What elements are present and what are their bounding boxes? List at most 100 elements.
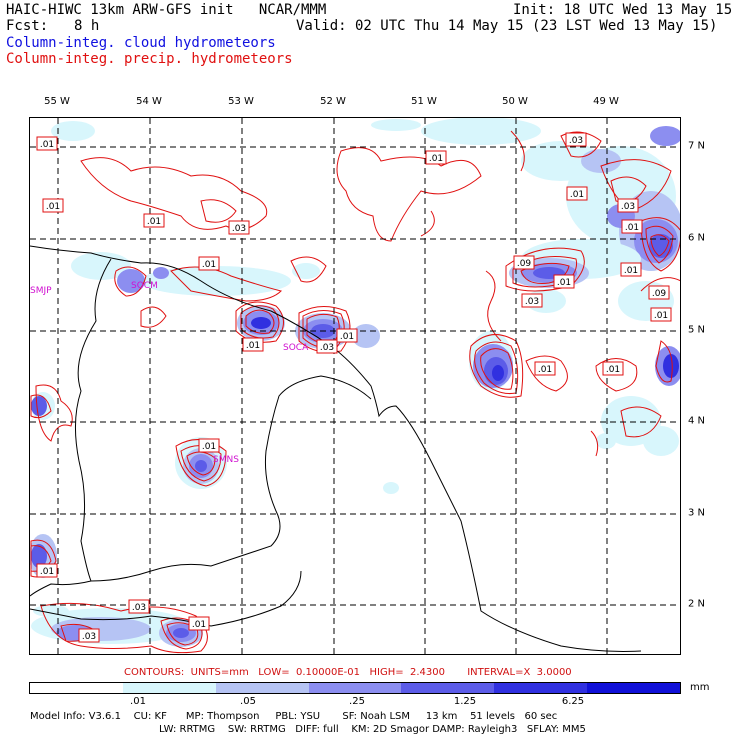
colorbar-label: 1.25 bbox=[453, 696, 477, 707]
svg-text:.03: .03 bbox=[621, 202, 635, 212]
svg-text:.03: .03 bbox=[132, 603, 146, 613]
svg-text:.01: .01 bbox=[570, 190, 584, 200]
station-label: SOCA bbox=[283, 343, 309, 353]
contour-label: .01 bbox=[42, 198, 64, 213]
colorbar-label: .05 bbox=[240, 696, 256, 707]
lat-tick-4n: 4 N bbox=[688, 415, 706, 427]
contour-label: .01 bbox=[534, 361, 556, 376]
contour-label: .03 bbox=[228, 220, 250, 235]
map-title: HAIC-HIWC 13km ARW-GFS init NCAR/MMM bbox=[6, 2, 327, 18]
contour-label: .03 bbox=[316, 339, 338, 354]
contour-label: .09 bbox=[648, 285, 670, 300]
svg-text:.01: .01 bbox=[40, 567, 54, 577]
fcst-label: Fcst: bbox=[6, 18, 49, 34]
svg-text:.01: .01 bbox=[340, 332, 354, 342]
contour-label: .01 bbox=[650, 307, 672, 322]
contour-label: .01 bbox=[36, 136, 58, 151]
field2-label: Column-integ. precip. hydrometeors bbox=[6, 51, 293, 67]
contour-label: .01 bbox=[188, 616, 210, 631]
contour-label: .09 bbox=[513, 255, 535, 270]
contour-label: .03 bbox=[78, 628, 100, 643]
lon-tick-52w: 52 W bbox=[320, 96, 346, 107]
lon-tick-50w: 50 W bbox=[502, 96, 528, 107]
lat-tick-5n: 5 N bbox=[688, 324, 706, 336]
svg-text:.01: .01 bbox=[192, 620, 206, 630]
colorbar bbox=[29, 682, 681, 694]
colorbar-unit: mm bbox=[690, 682, 710, 693]
cloud-shading bbox=[30, 118, 680, 647]
contour-label: .01 bbox=[566, 186, 588, 201]
map-canvas: .01 .01 .01 .03 .01 .01 .03 .01 .03 .01 .01 .09 .01.… bbox=[30, 118, 680, 654]
fcst-value: 8 h bbox=[74, 18, 100, 34]
contour-label: .03 bbox=[617, 198, 639, 213]
colorbar-swatch bbox=[30, 683, 123, 693]
contour-label: .03 bbox=[128, 599, 150, 614]
map-panel: .01 .01 .01 .03 .01 .01 .03 .01 .03 .01 .01 .09 .01.… bbox=[29, 117, 681, 655]
coastline bbox=[30, 245, 642, 652]
valid-time: Valid: 02 UTC Thu 14 May 15 (23 LST Wed … bbox=[296, 18, 718, 34]
contour-label: .03 bbox=[565, 132, 587, 147]
station-label: SMNS bbox=[213, 455, 239, 465]
contour-label: .01 bbox=[198, 438, 220, 453]
contour-label: .01 bbox=[36, 563, 58, 578]
svg-text:.01: .01 bbox=[202, 442, 216, 452]
svg-text:.03: .03 bbox=[232, 224, 246, 234]
svg-text:.01: .01 bbox=[147, 217, 161, 227]
stations: SMJP SOCM SOCA SMNS bbox=[30, 281, 309, 465]
lon-tick-49w: 49 W bbox=[593, 96, 619, 107]
svg-text:.01: .01 bbox=[538, 365, 552, 375]
svg-text:.01: .01 bbox=[624, 266, 638, 276]
model-info-line2: LW: RRTMG SW: RRTMG DIFF: full KM: 2D Sm… bbox=[159, 724, 586, 735]
svg-text:.09: .09 bbox=[517, 259, 532, 269]
contour-label: .01 bbox=[553, 274, 575, 289]
field1-label: Column-integ. cloud hydrometeors bbox=[6, 35, 276, 51]
svg-text:.01: .01 bbox=[202, 260, 216, 270]
lon-tick-53w: 53 W bbox=[228, 96, 254, 107]
svg-text:.01: .01 bbox=[40, 140, 54, 150]
colorbar-swatch bbox=[308, 683, 402, 693]
colorbar-label: .25 bbox=[349, 696, 365, 707]
contour-label: .01 bbox=[425, 150, 447, 165]
colorbar-swatch bbox=[215, 683, 309, 693]
contour-label: .01 bbox=[198, 256, 220, 271]
svg-text:.01: .01 bbox=[246, 341, 260, 351]
contour-label: .01 bbox=[336, 328, 358, 343]
svg-text:.01: .01 bbox=[46, 202, 60, 212]
contour-label: .01 bbox=[621, 219, 643, 234]
svg-text:.01: .01 bbox=[625, 223, 639, 233]
colorbar-label: .01 bbox=[130, 696, 146, 707]
colorbar-swatch bbox=[401, 683, 495, 693]
station-label: SOCM bbox=[131, 281, 158, 291]
init-time: Init: 18 UTC Wed 13 May 15 bbox=[513, 2, 733, 18]
svg-text:.09: .09 bbox=[652, 289, 667, 299]
contour-label: .01 bbox=[602, 361, 624, 376]
lat-tick-2n: 2 N bbox=[688, 598, 706, 610]
lon-tick-51w: 51 W bbox=[411, 96, 437, 107]
contour-label: .03 bbox=[521, 293, 543, 308]
contour-label: .01 bbox=[242, 337, 264, 352]
svg-text:.03: .03 bbox=[82, 632, 96, 642]
svg-text:.03: .03 bbox=[320, 343, 334, 353]
svg-text:.01: .01 bbox=[429, 154, 443, 164]
contour-label: .01 bbox=[620, 262, 642, 277]
lat-tick-7n: 7 N bbox=[688, 140, 706, 152]
colorbar-swatch bbox=[122, 683, 216, 693]
contour-label: .01 bbox=[143, 213, 165, 228]
model-info-line1: Model Info: V3.6.1 CU: KF MP: Thompson P… bbox=[30, 711, 558, 722]
lon-tick-54w: 54 W bbox=[136, 96, 162, 107]
graticule bbox=[30, 118, 680, 654]
colorbar-swatch bbox=[494, 683, 588, 693]
svg-text:.03: .03 bbox=[525, 297, 539, 307]
colorbar-label: 6.25 bbox=[561, 696, 585, 707]
contour-labels: .01 .01 .01 .03 .01 .01 .03 .01 .03 .01 .01 .09 .01.… bbox=[36, 132, 672, 643]
lat-tick-3n: 3 N bbox=[688, 507, 706, 519]
lon-tick-55w: 55 W bbox=[44, 96, 70, 107]
station-label: SMJP bbox=[30, 286, 52, 296]
colorbar-swatch bbox=[587, 683, 681, 693]
svg-text:.03: .03 bbox=[569, 136, 583, 146]
svg-text:.01: .01 bbox=[557, 278, 571, 288]
lat-tick-6n: 6 N bbox=[688, 232, 706, 244]
svg-text:.01: .01 bbox=[654, 311, 668, 321]
contour-info: CONTOURS: UNITS=mm LOW= 0.10000E-01 HIGH… bbox=[124, 667, 572, 678]
svg-text:.01: .01 bbox=[606, 365, 620, 375]
